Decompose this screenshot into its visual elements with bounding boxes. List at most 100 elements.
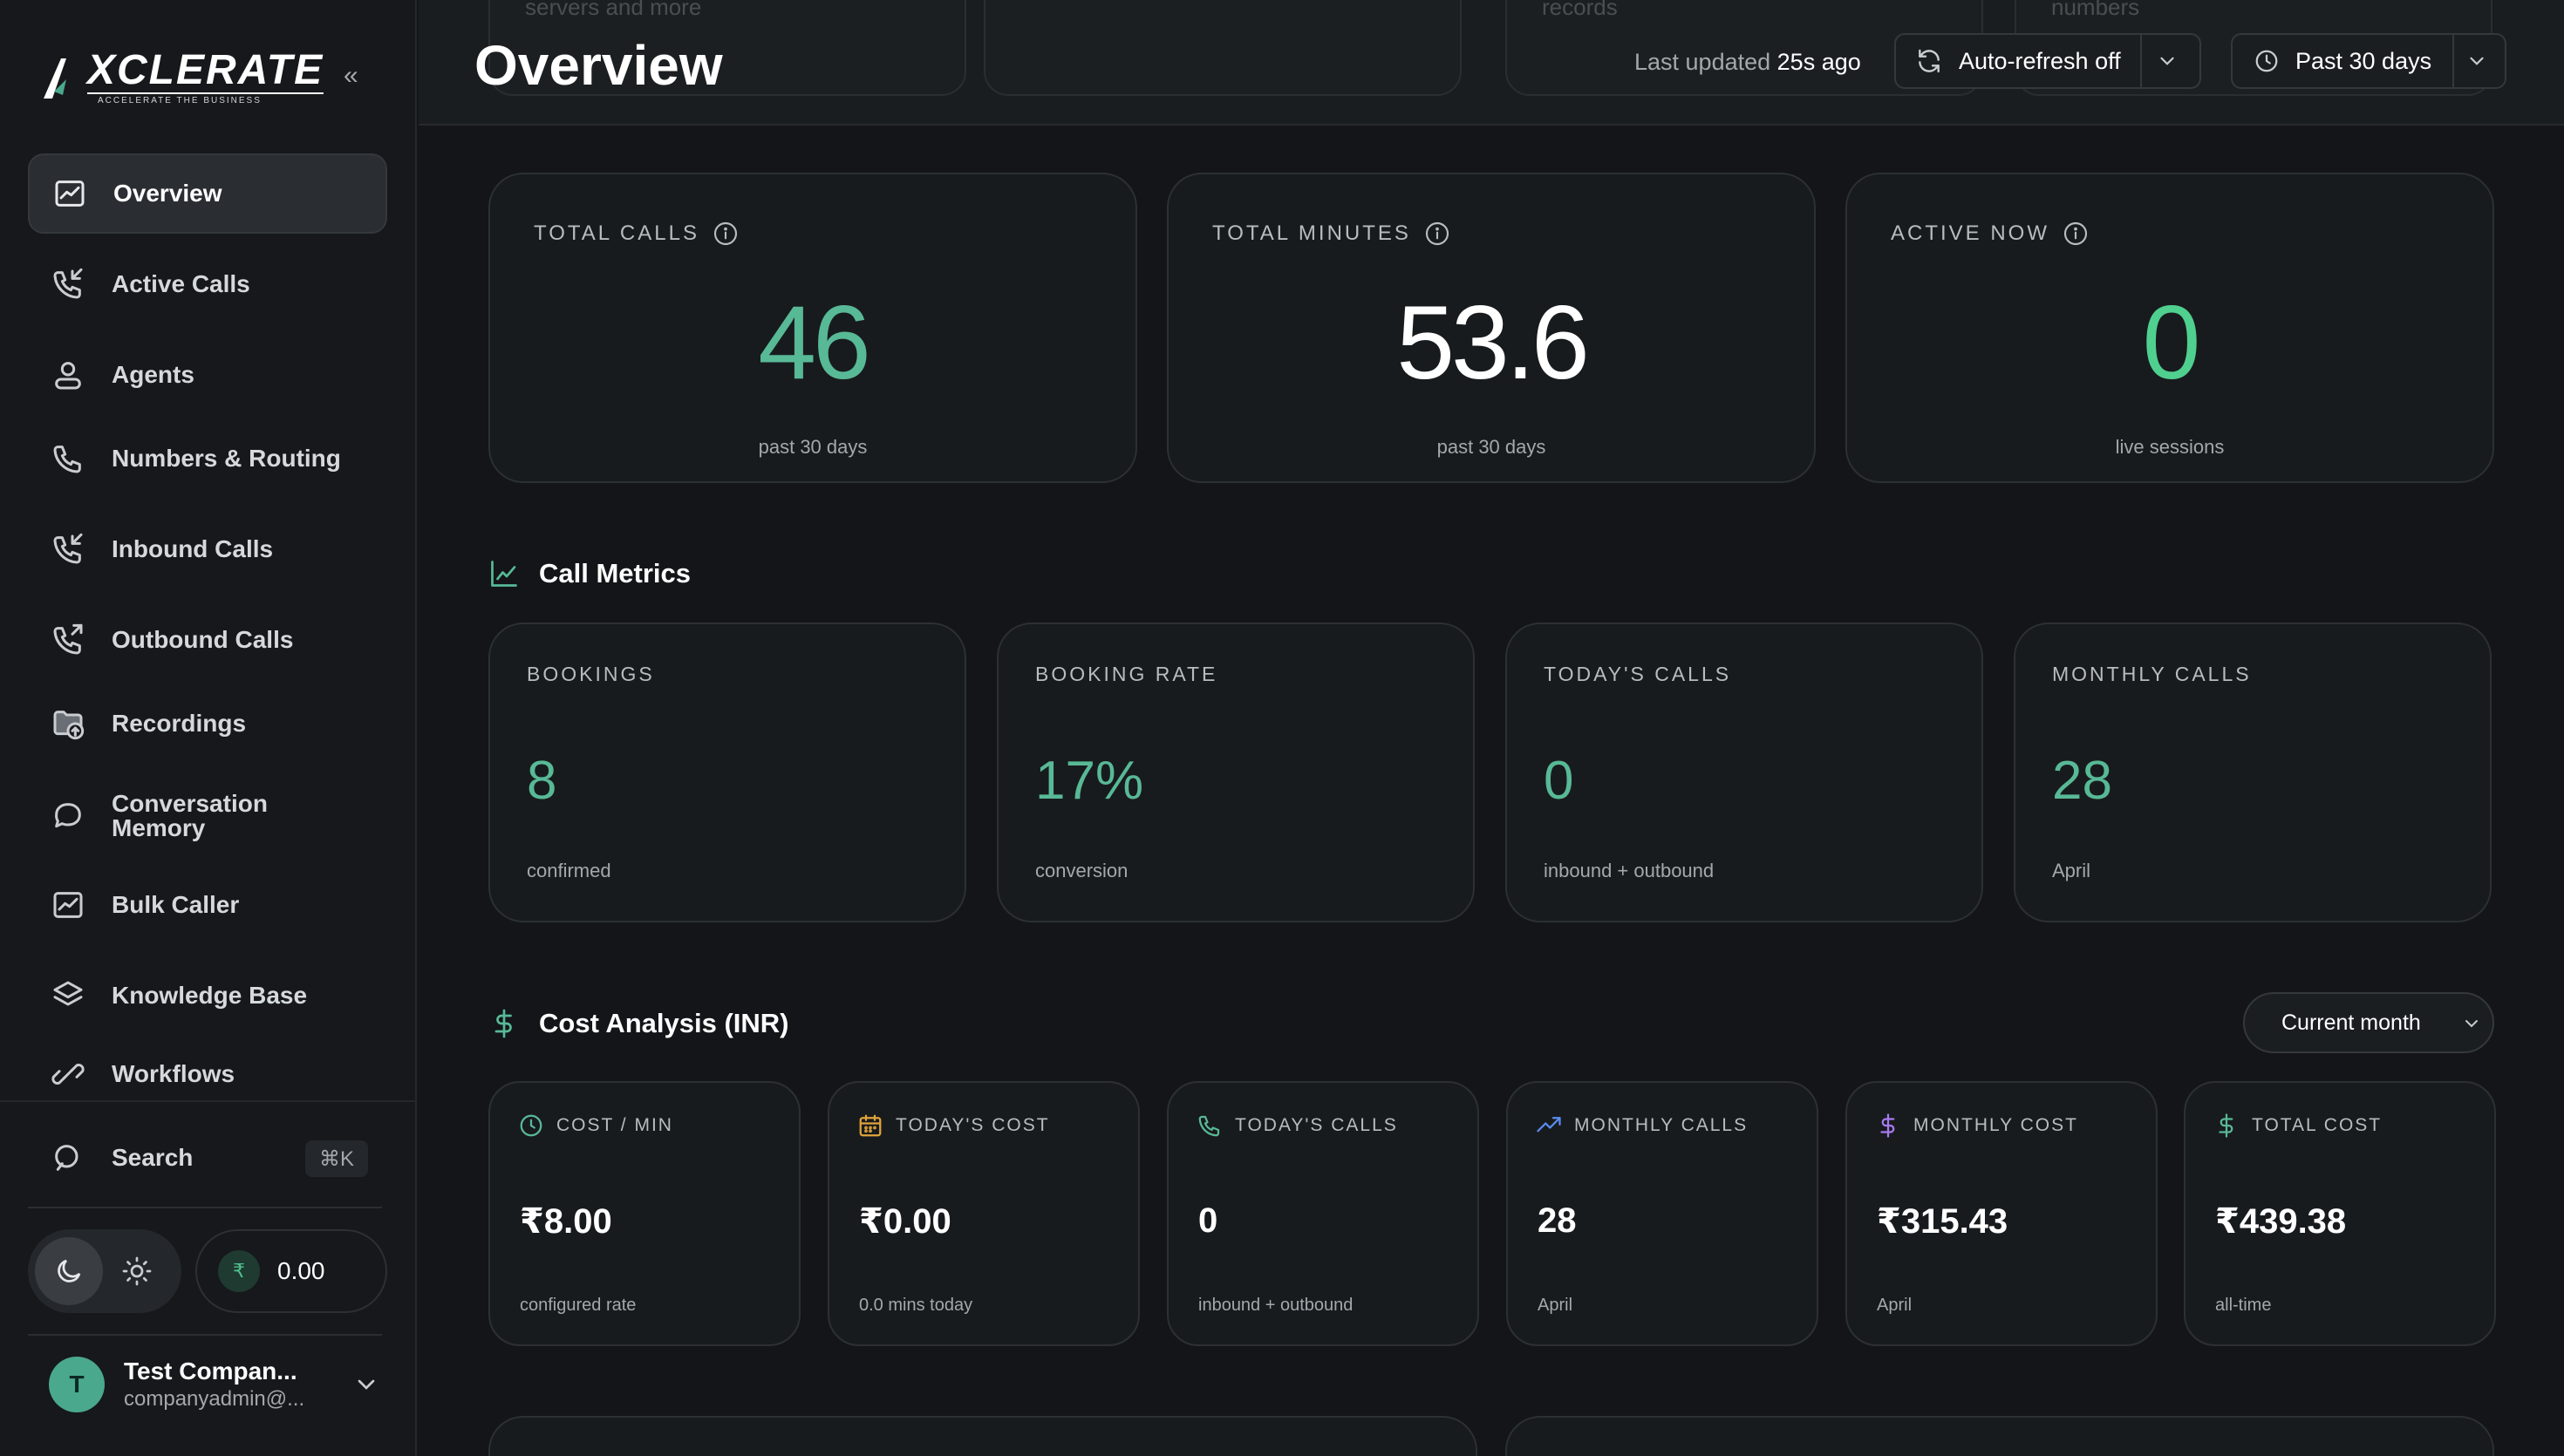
- cost-value: ₹439.38: [2215, 1202, 2347, 1241]
- sidebar-item-overview[interactable]: Overview: [28, 153, 387, 234]
- kpi-title-text: TOTAL MINUTES: [1212, 221, 1411, 245]
- cost-title: TODAY'S COST: [857, 1112, 1050, 1139]
- last-updated-value: 25s ago: [1776, 49, 1861, 75]
- cost-title-text: TODAY'S CALLS: [1235, 1115, 1398, 1135]
- metric-card-todays-calls: TODAY'S CALLS 0 inbound + outbound: [1505, 623, 1983, 922]
- sidebar-item-label: Numbers & Routing: [112, 445, 341, 472]
- cost-value: 0: [1198, 1201, 1218, 1240]
- clock-icon: [2255, 50, 2278, 72]
- logo-mark-icon: [44, 58, 66, 99]
- metric-value: 17%: [1035, 751, 1144, 811]
- metric-title: BOOKING RATE: [1035, 663, 1218, 685]
- brand-tagline: ACCELERATE THE BUSINESS: [87, 92, 324, 105]
- info-icon[interactable]: [712, 220, 740, 248]
- user-email: companyadmin@...: [124, 1387, 305, 1411]
- user-menu[interactable]: T Test Compan... companyadmin@...: [49, 1357, 380, 1412]
- info-icon[interactable]: [1423, 220, 1451, 248]
- sidebar-item-active-calls[interactable]: Active Calls: [28, 244, 387, 324]
- metric-subtitle: conversion: [1035, 860, 1129, 881]
- phone-incoming-icon: [49, 265, 87, 303]
- kpi-subtitle: live sessions: [2115, 436, 2225, 458]
- chat-bubble-icon: [49, 797, 87, 835]
- sidebar-item-outbound-calls[interactable]: Outbound Calls: [28, 600, 387, 680]
- page-title: Overview: [474, 34, 723, 97]
- cost-analysis-heading: Cost Analysis (INR): [488, 1008, 789, 1039]
- cost-value: 28: [1538, 1201, 1577, 1240]
- kpi-subtitle: past 30 days: [1436, 436, 1546, 458]
- phone-outgoing-icon: [49, 621, 87, 659]
- sidebar-item-label: Bulk Caller: [112, 891, 240, 918]
- logo-text: XCLERATE ACCELERATE THE BUSINESS: [87, 47, 324, 105]
- sidebar-item-label: Knowledge Base: [112, 982, 308, 1009]
- sidebar-item-label: Outbound Calls: [112, 626, 294, 653]
- dark-mode-button[interactable]: [35, 1237, 103, 1305]
- chevron-down-icon: [2160, 57, 2174, 65]
- sidebar-item-workflows[interactable]: Workflows: [28, 1044, 387, 1100]
- line-chart-icon: [491, 561, 517, 587]
- kpi-subtitle: past 30 days: [758, 436, 868, 458]
- chart-card: [488, 1416, 1477, 1456]
- kpi-title-text: ACTIVE NOW: [1891, 221, 2050, 245]
- kpi-title-text: TOTAL CALLS: [534, 221, 699, 245]
- cost-value: ₹315.43: [1877, 1202, 2008, 1241]
- auto-refresh-dropdown[interactable]: [2142, 35, 2192, 87]
- auto-refresh-label: Auto-refresh off: [1959, 47, 2121, 74]
- kpi-value: 53.6: [1396, 284, 1590, 401]
- chevron-down-icon: [2470, 57, 2484, 65]
- cost-card-todays-cost: TODAY'S COST ₹0.00 0.0 mins today: [828, 1081, 1140, 1346]
- chevron-down-icon: [2465, 1020, 2478, 1028]
- scrolled-card: servers and more: [488, 0, 966, 96]
- date-range-button[interactable]: Past 30 days: [2233, 35, 2452, 87]
- scrolled-card-text: numbers: [2051, 0, 2140, 20]
- cost-title-text: MONTHLY COST: [1913, 1115, 2078, 1135]
- sidebar-divider: [0, 1100, 417, 1102]
- sidebar-item-agents[interactable]: Agents: [28, 335, 387, 415]
- folder-upload-icon: [49, 704, 87, 743]
- metric-title: MONTHLY CALLS: [2052, 663, 2252, 685]
- button-divider: [2452, 33, 2455, 89]
- section-title: Call Metrics: [539, 558, 692, 589]
- metric-value: 0: [1544, 751, 1574, 811]
- sidebar-divider: [28, 1334, 382, 1336]
- metric-title: TODAY'S CALLS: [1544, 663, 1732, 685]
- sidebar-item-numbers-routing[interactable]: Numbers & Routing: [28, 418, 387, 499]
- date-range-dropdown[interactable]: [2454, 35, 2499, 87]
- phone-icon: [1198, 1115, 1220, 1137]
- brand-name: XCLERATE: [87, 47, 324, 93]
- metric-card-monthly-calls: MONTHLY CALLS 28 April: [2014, 623, 2492, 922]
- topbar: servers and more records numbers Overvie…: [419, 0, 2564, 126]
- scrolled-card-text: records: [1542, 0, 1618, 20]
- user-info: Test Compan... companyadmin@...: [124, 1357, 304, 1412]
- sidebar-item-recordings[interactable]: Recordings: [28, 684, 387, 764]
- kpi-title: ACTIVE NOW: [1891, 220, 2090, 248]
- cost-title-text: TOTAL COST: [2252, 1115, 2383, 1135]
- sidebar-item-conversation-memory[interactable]: Conversation Memory: [28, 776, 387, 856]
- cost-title: COST / MIN: [518, 1112, 673, 1139]
- info-icon[interactable]: [2062, 220, 2090, 248]
- brand-logo[interactable]: XCLERATE ACCELERATE THE BUSINESS: [40, 47, 324, 105]
- light-mode-button[interactable]: [103, 1237, 171, 1305]
- button-divider: [2139, 33, 2142, 89]
- moon-icon: [58, 1259, 81, 1283]
- date-range-control: Past 30 days: [2231, 33, 2506, 89]
- wallet-balance[interactable]: ₹ 0.00: [195, 1229, 387, 1313]
- auto-refresh-button[interactable]: Auto-refresh off: [1896, 35, 2140, 87]
- sidebar-item-knowledge-base[interactable]: Knowledge Base: [28, 956, 387, 1036]
- cost-subtitle: inbound + outbound: [1198, 1296, 1354, 1315]
- metric-card-booking-rate: BOOKING RATE 17% conversion: [997, 623, 1475, 922]
- theme-toggle: [28, 1229, 181, 1313]
- call-metrics-heading: Call Metrics: [488, 558, 691, 589]
- sidebar-item-inbound-calls[interactable]: Inbound Calls: [28, 509, 387, 589]
- trending-up-icon: [1537, 1117, 1561, 1133]
- sidebar-item-bulk-caller[interactable]: Bulk Caller: [28, 865, 387, 945]
- cost-card-todays-calls: TODAY'S CALLS 0 inbound + outbound: [1167, 1081, 1479, 1346]
- collapse-sidebar-button[interactable]: «: [344, 61, 358, 90]
- sun-icon: [122, 1256, 152, 1286]
- metric-title: BOOKINGS: [527, 663, 655, 685]
- sidebar-search-button[interactable]: Search ⌘K: [28, 1118, 387, 1198]
- cost-title-text: TODAY'S COST: [896, 1115, 1050, 1135]
- cost-period-select[interactable]: Current month: [2243, 992, 2494, 1053]
- auto-refresh-control: Auto-refresh off: [1894, 33, 2201, 89]
- cost-title: MONTHLY CALLS: [1536, 1112, 1748, 1139]
